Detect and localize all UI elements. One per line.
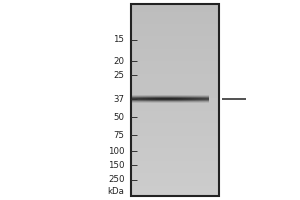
- Text: 75: 75: [113, 130, 124, 140]
- Bar: [130, 4, 219, 196]
- Text: 15: 15: [113, 36, 124, 45]
- Text: kDa: kDa: [108, 188, 124, 196]
- Text: 250: 250: [108, 176, 124, 184]
- Text: 37: 37: [113, 95, 124, 104]
- Text: 150: 150: [108, 160, 124, 170]
- Text: 20: 20: [113, 56, 124, 66]
- Text: 100: 100: [108, 146, 124, 156]
- Text: 50: 50: [113, 112, 124, 121]
- Text: 25: 25: [113, 71, 124, 79]
